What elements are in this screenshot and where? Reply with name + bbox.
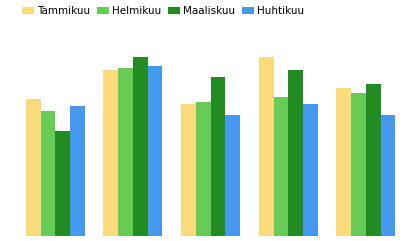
Legend: Tammikuu, Helmikuu, Maaliskuu, Huhtikuu: Tammikuu, Helmikuu, Maaliskuu, Huhtikuu — [22, 6, 305, 16]
Bar — [148, 66, 162, 236]
Bar — [196, 102, 211, 236]
Bar — [366, 84, 381, 236]
Bar — [351, 93, 366, 236]
Bar — [55, 131, 70, 236]
Bar — [70, 106, 85, 236]
Bar — [118, 68, 133, 236]
Bar — [40, 111, 55, 236]
Bar — [259, 57, 273, 236]
Bar — [337, 88, 351, 236]
Bar — [303, 104, 318, 236]
Bar — [273, 97, 288, 236]
Bar — [104, 70, 118, 236]
Bar — [211, 77, 225, 236]
Bar — [225, 115, 240, 236]
Bar — [133, 57, 148, 236]
Bar — [381, 115, 395, 236]
Bar — [181, 104, 196, 236]
Bar — [26, 100, 40, 236]
Bar — [288, 70, 303, 236]
